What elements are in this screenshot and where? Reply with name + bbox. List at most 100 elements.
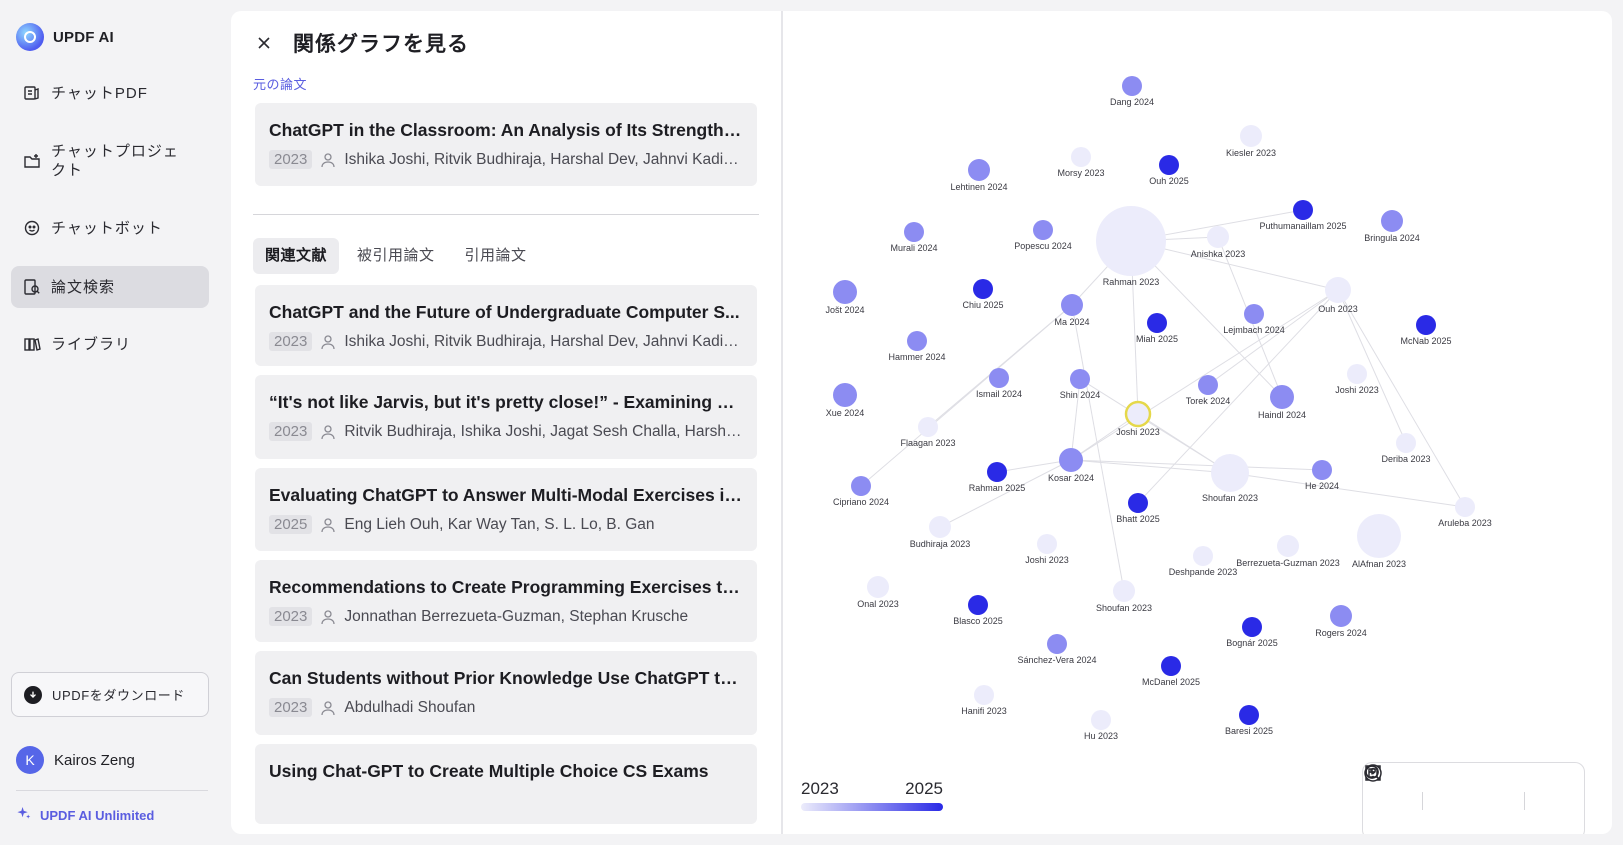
- graph-node-circle[interactable]: [907, 331, 927, 351]
- graph-node[interactable]: Torek 2024: [1186, 375, 1231, 406]
- graph-node[interactable]: Anishka 2023: [1191, 226, 1246, 259]
- graph-node-circle[interactable]: [851, 476, 871, 496]
- graph-node[interactable]: Xue 2024: [826, 383, 865, 418]
- graph-node-circle[interactable]: [1381, 210, 1403, 232]
- relation-graph[interactable]: Dang 2024 Kiesler 2023 Lehtinen 2024 Morsy …: [781, 11, 1612, 834]
- graph-node-circle[interactable]: [968, 159, 990, 181]
- graph-node-circle[interactable]: [1347, 364, 1367, 384]
- graph-node-circle[interactable]: [1416, 315, 1436, 335]
- graph-node-circle[interactable]: [1113, 580, 1135, 602]
- tab-references[interactable]: 引用論文: [464, 247, 527, 264]
- graph-node-circle[interactable]: [1211, 454, 1249, 492]
- graph-node-circle[interactable]: [987, 462, 1007, 482]
- graph-node[interactable]: Haindl 2024: [1258, 385, 1306, 420]
- graph-node-circle[interactable]: [1047, 634, 1067, 654]
- graph-node[interactable]: Hanifi 2023: [961, 685, 1007, 716]
- graph-node[interactable]: Popescu 2024: [1014, 220, 1072, 251]
- graph-node-circle[interactable]: [1091, 710, 1111, 730]
- graph-node[interactable]: Baresi 2025: [1225, 705, 1273, 736]
- close-button[interactable]: [253, 32, 275, 54]
- fit-view-button[interactable]: [1365, 765, 1404, 813]
- graph-node-circle[interactable]: [1193, 546, 1213, 566]
- graph-node[interactable]: Murali 2024: [890, 222, 938, 253]
- graph-node-circle[interactable]: [1330, 605, 1352, 627]
- graph-node[interactable]: Berrezueta-Guzman 2023: [1236, 535, 1340, 568]
- graph-node-circle[interactable]: [1124, 400, 1152, 428]
- graph-node-circle[interactable]: [1239, 705, 1259, 725]
- graph-node-circle[interactable]: [974, 685, 994, 705]
- graph-node[interactable]: Kosar 2024: [1048, 448, 1094, 483]
- list-item[interactable]: Using Chat-GPT to Create Multiple Choice…: [255, 744, 757, 824]
- graph-node-circle[interactable]: [989, 368, 1009, 388]
- graph-node[interactable]: Aruleba 2023: [1438, 497, 1492, 528]
- graph-node[interactable]: Budhiraja 2023: [910, 516, 971, 549]
- graph-node[interactable]: Sánchez-Vera 2024: [1017, 634, 1097, 665]
- graph-node-circle[interactable]: [904, 222, 924, 242]
- graph-node[interactable]: Joshi 2023: [1025, 534, 1069, 565]
- graph-node-circle[interactable]: [1059, 448, 1083, 472]
- graph-node-circle[interactable]: [1240, 125, 1262, 147]
- graph-node[interactable]: McNab 2025: [1400, 315, 1452, 346]
- graph-node-circle[interactable]: [1096, 206, 1166, 276]
- sidebar-item-paper-search[interactable]: 論文検索: [11, 266, 209, 308]
- brand[interactable]: UPDF AI: [16, 23, 114, 51]
- graph-node-circle[interactable]: [973, 279, 993, 299]
- source-paper-card[interactable]: ChatGPT in the Classroom: An Analysis of…: [255, 103, 757, 186]
- graph-node-circle[interactable]: [1198, 375, 1218, 395]
- graph-node[interactable]: Joshi 2023: [1116, 400, 1160, 437]
- download-updf-button[interactable]: UPDFをダウンロード: [11, 672, 209, 717]
- sidebar-item-chatbot[interactable]: チャットボット: [11, 207, 209, 249]
- graph-node-circle[interactable]: [1159, 155, 1179, 175]
- graph-node-circle[interactable]: [1033, 220, 1053, 240]
- graph-node-circle[interactable]: [1293, 200, 1313, 220]
- list-item[interactable]: Evaluating ChatGPT to Answer Multi-Modal…: [255, 468, 757, 551]
- graph-node-circle[interactable]: [1071, 147, 1091, 167]
- graph-node[interactable]: Joshi 2023: [1335, 364, 1379, 395]
- graph-node[interactable]: Rogers 2024: [1315, 605, 1367, 638]
- graph-node[interactable]: Rahman 2023: [1096, 206, 1166, 287]
- graph-node-circle[interactable]: [918, 417, 938, 437]
- graph-node[interactable]: He 2024: [1305, 460, 1339, 491]
- sidebar-item-chat-pdf[interactable]: チャットPDF: [11, 72, 209, 114]
- tab-cited-by[interactable]: 被引用論文: [357, 247, 435, 264]
- graph-node[interactable]: Ouh 2023: [1318, 277, 1358, 314]
- graph-node-circle[interactable]: [1396, 433, 1416, 453]
- graph-node[interactable]: Blasco 2025: [953, 595, 1003, 626]
- graph-node[interactable]: Shoufan 2023: [1202, 454, 1258, 503]
- graph-node[interactable]: Kiesler 2023: [1226, 125, 1276, 158]
- graph-node-circle[interactable]: [1147, 313, 1167, 333]
- graph-node[interactable]: Bringula 2024: [1364, 210, 1420, 243]
- graph-node[interactable]: McDanel 2025: [1142, 656, 1200, 687]
- graph-node[interactable]: Chiu 2025: [962, 279, 1004, 310]
- graph-node[interactable]: Bhatt 2025: [1116, 493, 1160, 524]
- graph-node[interactable]: Ouh 2025: [1149, 155, 1189, 186]
- graph-node-circle[interactable]: [1122, 76, 1142, 96]
- graph-node-circle[interactable]: [1037, 534, 1057, 554]
- zoom-in-button[interactable]: [1365, 765, 1465, 813]
- graph-node-circle[interactable]: [1242, 617, 1262, 637]
- graph-node[interactable]: Deriba 2023: [1381, 433, 1431, 464]
- list-item[interactable]: ChatGPT and the Future of Undergraduate …: [255, 285, 757, 366]
- graph-node-circle[interactable]: [1161, 656, 1181, 676]
- graph-node-circle[interactable]: [1312, 460, 1332, 480]
- graph-node-circle[interactable]: [1455, 497, 1475, 517]
- graph-node-circle[interactable]: [1357, 514, 1401, 558]
- list-item[interactable]: “It's not like Jarvis, but it's pretty c…: [255, 375, 757, 459]
- graph-node[interactable]: Cipriano 2024: [833, 476, 889, 507]
- graph-node[interactable]: Onal 2023: [857, 576, 899, 609]
- graph-node[interactable]: Flaagan 2023: [900, 417, 956, 448]
- user-profile[interactable]: K Kairos Zeng: [16, 746, 135, 774]
- graph-node[interactable]: Puthumanaillam 2025: [1259, 200, 1347, 231]
- graph-node[interactable]: Hu 2023: [1084, 710, 1118, 741]
- graph-node[interactable]: Deshpande 2023: [1169, 546, 1238, 577]
- graph-node[interactable]: Jošt 2024: [825, 280, 865, 315]
- graph-node-circle[interactable]: [1277, 535, 1299, 557]
- graph-node-circle[interactable]: [1270, 385, 1294, 409]
- graph-node-circle[interactable]: [1244, 304, 1264, 324]
- list-item[interactable]: Can Students without Prior Knowledge Use…: [255, 651, 757, 735]
- graph-node-circle[interactable]: [1061, 294, 1083, 316]
- graph-node[interactable]: Ma 2024: [1054, 294, 1090, 327]
- graph-node[interactable]: Miah 2025: [1136, 313, 1178, 344]
- graph-node[interactable]: AlAfnan 2023: [1352, 514, 1406, 569]
- graph-node[interactable]: Hammer 2024: [888, 331, 946, 362]
